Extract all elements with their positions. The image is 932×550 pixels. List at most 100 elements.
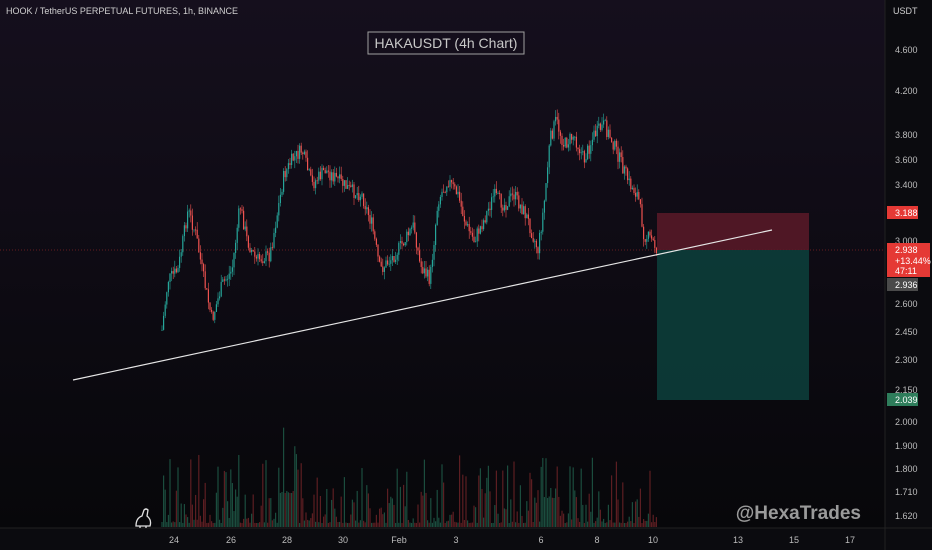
volume-bar bbox=[550, 487, 552, 527]
volume-bar bbox=[169, 459, 171, 527]
candle-body bbox=[161, 329, 163, 331]
candle-body bbox=[543, 200, 545, 213]
time-tick: 24 bbox=[169, 535, 179, 545]
volume-bar bbox=[646, 520, 648, 527]
volume-bar bbox=[276, 522, 278, 527]
volume-bar bbox=[507, 465, 509, 527]
volume-bar bbox=[391, 498, 393, 527]
candle-body bbox=[236, 227, 238, 243]
price-axis[interactable]: 4.600 4.200 3.800 3.600 3.400 3.000 2.60… bbox=[895, 45, 918, 521]
stop-loss-zone[interactable] bbox=[657, 213, 809, 250]
candle-body bbox=[628, 178, 630, 181]
candle-body bbox=[625, 166, 627, 169]
time-tick: 6 bbox=[538, 535, 543, 545]
candle-body bbox=[540, 231, 542, 233]
volume-bar bbox=[193, 519, 195, 527]
candle-body bbox=[299, 145, 301, 159]
candle-body bbox=[257, 254, 259, 259]
volume-bar bbox=[641, 522, 643, 527]
support-trendline[interactable] bbox=[72, 229, 773, 381]
candle-body bbox=[300, 145, 302, 153]
volume-bar bbox=[515, 522, 517, 527]
dinosaur-icon[interactable] bbox=[135, 508, 152, 528]
candle-body bbox=[223, 279, 225, 281]
candle-body bbox=[571, 133, 573, 140]
take-profit-zone[interactable] bbox=[657, 250, 809, 400]
candle-body bbox=[310, 169, 312, 176]
volume-bar bbox=[627, 521, 629, 527]
volume-bar bbox=[271, 520, 273, 527]
volume-bar bbox=[223, 470, 225, 527]
candle-body bbox=[332, 172, 334, 182]
candle-body bbox=[251, 250, 253, 253]
candle-body bbox=[187, 211, 189, 229]
candle-body bbox=[452, 182, 454, 185]
candle-body bbox=[567, 144, 569, 148]
volume-bar bbox=[486, 477, 488, 527]
candle-body bbox=[238, 208, 240, 228]
candle-body bbox=[323, 167, 325, 171]
time-tick: 30 bbox=[338, 535, 348, 545]
candle-body bbox=[422, 266, 424, 274]
volume-bar bbox=[399, 486, 401, 527]
candle-body bbox=[542, 212, 544, 232]
volume-bar bbox=[231, 483, 233, 527]
candle-body bbox=[319, 171, 321, 180]
price-tick: 2.000 bbox=[895, 417, 918, 427]
candle-body bbox=[198, 238, 200, 253]
volume-bar bbox=[654, 521, 656, 527]
candle-body bbox=[492, 196, 494, 198]
volume-bar bbox=[393, 504, 395, 527]
candle-body bbox=[289, 163, 291, 165]
candle-body bbox=[222, 279, 224, 282]
volume-bar bbox=[452, 511, 454, 527]
candle-body bbox=[559, 131, 561, 136]
candle-body bbox=[271, 247, 273, 249]
price-tick: 2.450 bbox=[895, 327, 918, 337]
volume-bar bbox=[195, 494, 197, 527]
candle-body bbox=[611, 137, 613, 143]
candle-body bbox=[385, 260, 387, 268]
candle-body bbox=[342, 179, 344, 186]
volume-bar bbox=[319, 495, 321, 527]
volume-bar bbox=[214, 522, 216, 527]
candle-body bbox=[211, 309, 213, 312]
volume-bar bbox=[459, 455, 461, 527]
volume-bar bbox=[219, 519, 221, 527]
volume-bar bbox=[329, 522, 331, 527]
volume-bar bbox=[321, 522, 323, 527]
volume-bar bbox=[294, 446, 296, 527]
volume-bar bbox=[483, 517, 485, 527]
volume-bar bbox=[427, 520, 429, 527]
volume-bar bbox=[510, 499, 512, 527]
candle-body bbox=[460, 200, 462, 207]
volume-bar bbox=[206, 522, 208, 527]
candle-body bbox=[630, 178, 632, 190]
candle-body bbox=[510, 193, 512, 197]
volume-bar bbox=[351, 499, 353, 527]
volume-bar bbox=[273, 518, 275, 527]
candle-body bbox=[427, 269, 429, 277]
volume-bar bbox=[443, 482, 445, 527]
volume-bar bbox=[339, 521, 341, 527]
candle-body bbox=[190, 210, 192, 216]
candle-body bbox=[502, 207, 504, 211]
candle-body bbox=[180, 252, 182, 257]
candle-body bbox=[297, 150, 299, 159]
volume-bar bbox=[631, 502, 633, 527]
time-axis[interactable]: 24 26 28 30 Feb 3 6 8 10 13 15 17 bbox=[169, 535, 855, 545]
candle-body bbox=[547, 167, 549, 184]
candle-body bbox=[444, 192, 446, 193]
candle-body bbox=[633, 187, 635, 193]
candle-body bbox=[468, 224, 470, 232]
candle-body bbox=[395, 259, 397, 262]
volume-bar bbox=[199, 515, 201, 527]
candle-body bbox=[191, 215, 193, 230]
volume-bar bbox=[439, 522, 441, 527]
volume-bar bbox=[542, 457, 544, 527]
candle-body bbox=[230, 271, 232, 274]
candle-body bbox=[364, 206, 366, 210]
volume-bar bbox=[620, 522, 622, 527]
candle-body bbox=[307, 157, 309, 170]
